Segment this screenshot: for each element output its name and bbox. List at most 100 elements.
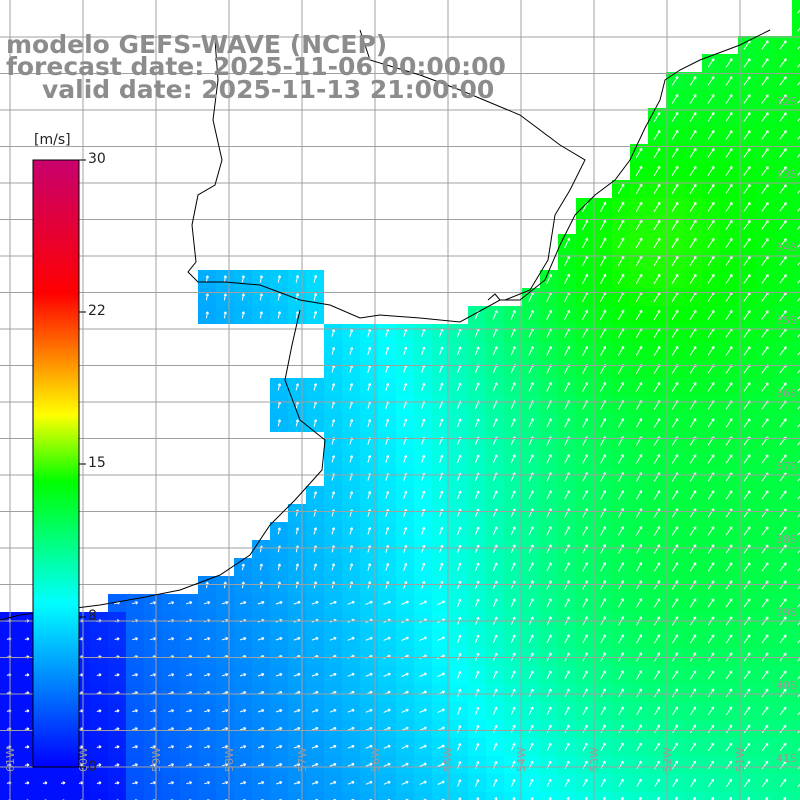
wind-arrow: [618, 688, 624, 698]
wind-speed-cell: [792, 666, 800, 684]
wind-arrow: [654, 724, 660, 734]
wind-arrow: [671, 544, 679, 554]
wind-arrow: [510, 778, 516, 787]
wind-arrow: [725, 382, 733, 392]
wind-arrow: [635, 418, 643, 428]
wind-arrow: [635, 147, 643, 158]
wind-arrow: [349, 347, 354, 355]
wind-arrow: [582, 508, 588, 518]
coastline: [0, 29, 771, 621]
wind-arrow: [528, 526, 534, 536]
wind-arrow: [204, 763, 211, 767]
wind-arrow: [564, 418, 570, 428]
wind-arrow: [743, 130, 751, 140]
wind-arrow: [24, 673, 30, 677]
wind-arrow: [275, 727, 283, 731]
wind-arrow: [329, 636, 337, 641]
wind-arrow: [546, 309, 552, 320]
wind-arrow: [707, 148, 715, 158]
wind-arrow: [636, 634, 642, 644]
wind-arrow: [797, 297, 800, 302]
wind-arrow: [439, 544, 444, 553]
wind-arrow: [797, 729, 800, 734]
wind-arrow: [150, 673, 157, 677]
wind-arrow: [582, 219, 589, 231]
wind-arrow: [385, 527, 390, 535]
wind-arrow: [168, 727, 175, 731]
wind-arrow: [707, 130, 715, 140]
wind-arrow: [367, 328, 372, 337]
wind-arrow: [582, 454, 588, 464]
wind-arrow: [564, 526, 570, 536]
latitude-label: 40S: [776, 679, 797, 692]
wind-arrow: [582, 418, 588, 428]
wind-speed-cell: [18, 792, 36, 800]
wind-arrow: [618, 634, 624, 644]
wind-arrow: [707, 58, 715, 68]
wind-arrow: [367, 419, 372, 427]
wind-arrow: [185, 601, 193, 605]
wind-arrow: [707, 724, 715, 734]
wind-arrow: [203, 601, 211, 605]
wind-speed-cell: [702, 792, 720, 800]
wind-arrow: [761, 670, 769, 680]
wind-arrow: [671, 237, 679, 249]
wind-arrow: [582, 778, 588, 787]
wind-arrow: [437, 780, 445, 785]
wind-arrow: [492, 742, 498, 751]
wind-arrow: [582, 760, 588, 770]
wind-arrow: [221, 709, 229, 713]
wind-arrow: [707, 418, 715, 428]
wind-arrow: [437, 762, 445, 767]
wind-arrow: [439, 562, 444, 571]
wind-arrow: [761, 202, 769, 212]
wind-arrow: [421, 562, 426, 571]
wind-arrow: [707, 688, 715, 698]
wind-arrow: [456, 526, 462, 536]
wind-speed-cell: [612, 792, 630, 800]
longitude-label: 51W: [734, 747, 747, 772]
wind-arrow: [797, 117, 800, 122]
wind-arrow: [313, 419, 318, 427]
wind-arrow: [797, 63, 800, 68]
wind-arrow: [761, 346, 769, 356]
wind-arrow: [725, 634, 733, 644]
wind-speed-cell: [792, 54, 800, 72]
wind-speed-cell: [792, 18, 800, 36]
wind-arrow: [725, 508, 733, 518]
wind-arrow: [761, 454, 769, 464]
wind-speed-cell: [720, 792, 738, 800]
wind-arrow: [96, 781, 102, 785]
wind-speed-cell: [792, 306, 800, 324]
wind-arrow: [671, 273, 679, 284]
wind-arrow: [600, 562, 606, 572]
wind-arrow: [239, 601, 247, 605]
wind-arrow: [761, 724, 769, 734]
wind-arrow: [761, 166, 769, 176]
latitude-label: 41S: [776, 752, 797, 765]
wind-arrow: [743, 76, 751, 86]
wind-arrow: [239, 637, 247, 641]
wind-arrow: [546, 346, 552, 356]
wind-arrow: [620, 796, 624, 800]
wind-arrow: [635, 345, 643, 356]
wind-arrow: [761, 184, 769, 194]
wind-arrow: [421, 346, 426, 356]
wind-arrow: [474, 490, 480, 500]
wind-arrow: [474, 562, 480, 572]
wind-arrow: [743, 760, 751, 770]
wind-arrow: [707, 219, 715, 230]
wind-arrow: [653, 526, 661, 536]
wind-arrow: [347, 762, 355, 767]
wind-arrow: [743, 544, 751, 554]
wind-arrow: [690, 760, 696, 770]
wind-arrow: [797, 171, 800, 176]
wind-arrow: [779, 670, 787, 680]
wind-arrow: [635, 508, 643, 518]
wind-arrow: [528, 724, 534, 734]
wind-arrow: [689, 201, 697, 212]
wind-arrow: [150, 745, 157, 749]
wind-arrow: [761, 310, 769, 320]
wind-arrow: [275, 600, 283, 605]
